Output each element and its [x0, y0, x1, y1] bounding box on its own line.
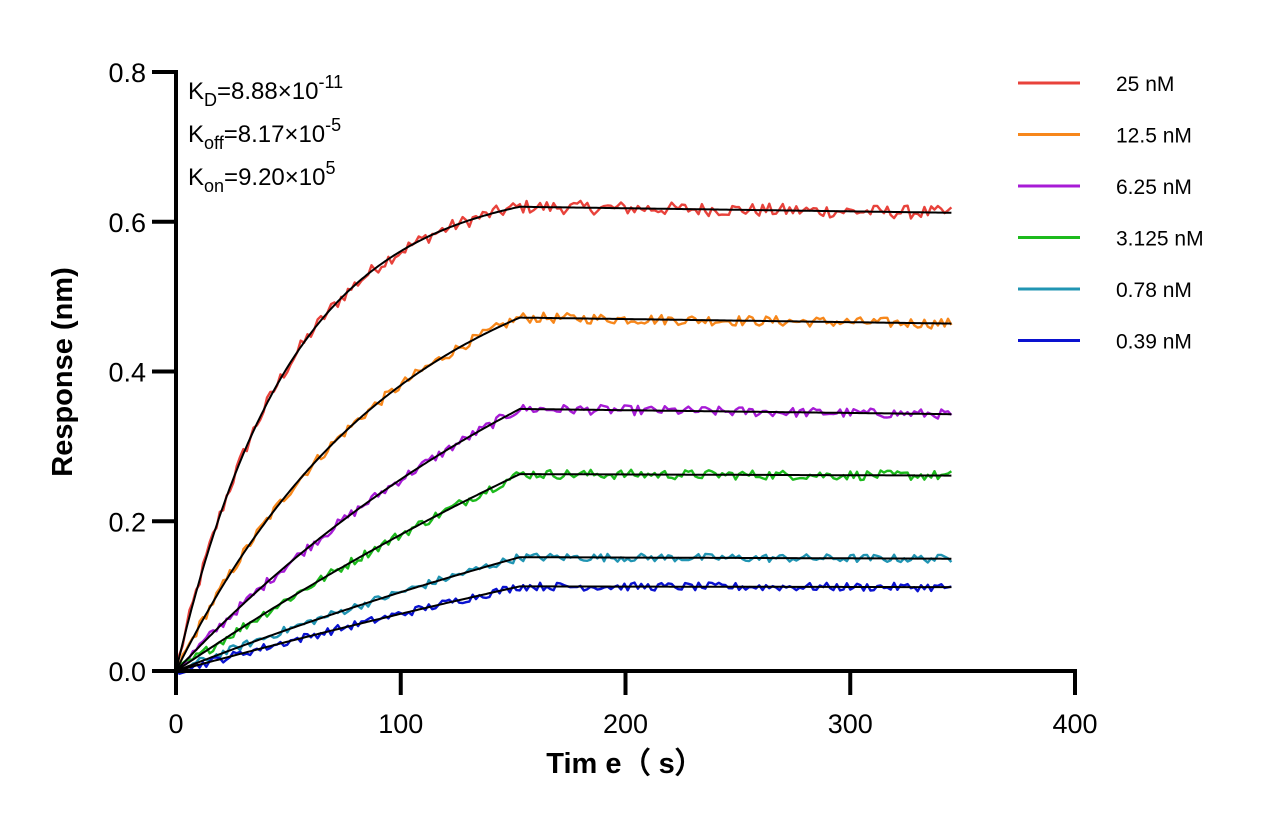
legend-label-3: 6.25 nM: [1116, 176, 1192, 199]
kinetic-constant-2: Koff=8.17×10-5: [188, 115, 341, 153]
x-tick-label: 300: [828, 709, 873, 739]
y-axis-title: Response (nm): [47, 267, 79, 476]
series-line-2: [175, 311, 953, 672]
y-tick-label: 0.8: [108, 58, 146, 88]
fit-curve-6: [175, 585, 952, 672]
fit-curve-4: [175, 473, 952, 672]
series-line-5: [175, 552, 953, 672]
x-tick-label: 400: [1052, 709, 1097, 739]
fit-curve-5: [175, 556, 952, 672]
y-tick-label: 0.6: [108, 208, 146, 238]
y-tick-label: 0.2: [108, 507, 146, 537]
legend-label-5: 0.78 nM: [1116, 279, 1192, 302]
fit-curve-2: [175, 316, 952, 672]
x-axis-title: Tim e（ s）: [546, 747, 703, 780]
legend-label-1: 25 nM: [1116, 73, 1174, 96]
axes-layer: 0.0 0.2 0.4 0.6 0.8 0 100 200 300 400: [108, 58, 1097, 739]
fit-curve-3: [175, 407, 952, 672]
x-tick-label: 100: [378, 709, 423, 739]
x-tick-label: 0: [168, 709, 183, 739]
fit-curve-1: [175, 205, 952, 672]
series-line-3: [175, 403, 953, 673]
legend-label-4: 3.125 nM: [1116, 228, 1204, 251]
kinetic-constants-annotation: KD=8.88×10-11 Koff=8.17×10-5 Kon=9.20×105: [188, 72, 343, 196]
series-layer: [174, 199, 953, 675]
legend-label-6: 0.39 nM: [1116, 331, 1192, 354]
y-tick-label: 0.4: [108, 358, 146, 388]
y-tick-label: 0.0: [108, 657, 146, 687]
legend: 25 nM 12.5 nM 6.25 nM 3.125 nM 0.78 nM 0.39 n…: [1018, 73, 1204, 354]
x-tick-label: 200: [603, 709, 648, 739]
kinetic-constant-1: KD=8.88×10-11: [188, 72, 343, 110]
legend-label-2: 12.5 nM: [1116, 125, 1192, 148]
kinetic-constant-3: Kon=9.20×105: [188, 158, 336, 196]
